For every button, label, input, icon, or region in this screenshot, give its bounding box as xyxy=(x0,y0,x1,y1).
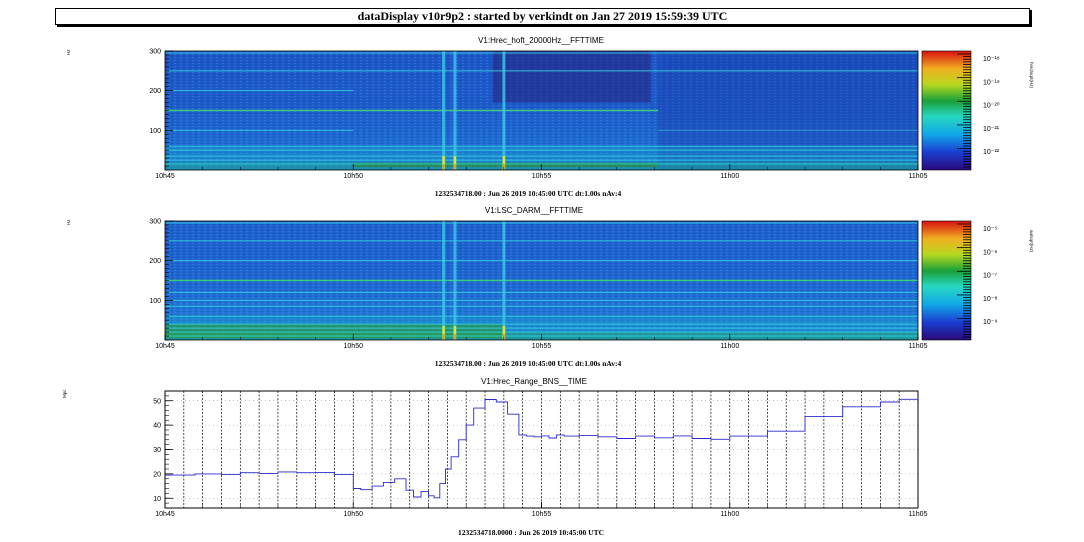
x-tick-label: 11h05 xyxy=(909,343,928,350)
glitch-event-core xyxy=(453,326,457,340)
x-tick-label: 10h45 xyxy=(155,343,175,350)
spectrogram-green-band xyxy=(353,162,659,167)
y-tick-label: 50 xyxy=(153,398,161,405)
colorbar-tick-label: 10⁻²¹ xyxy=(983,126,1000,133)
y-tick-label: 200 xyxy=(149,88,161,95)
colorbar-tick-label: 10⁻⁸ xyxy=(983,296,997,303)
colorbar-tick-label: 10⁻⁵ xyxy=(983,226,997,233)
hrec-y-unit: Hz xyxy=(66,49,71,55)
y-tick-label: 300 xyxy=(149,49,161,56)
darm-heatmap xyxy=(165,221,918,340)
glitch-event-hot xyxy=(454,334,456,340)
x-tick-label: 10h55 xyxy=(532,173,552,180)
darm-spectrogram-panel: V1:LSC_DARM__FFTTIME Hz 10⁻⁹ 10⁻⁸ 10⁻⁷ 10⁻⁶… xyxy=(66,206,1034,368)
x-tick-label: 10h55 xyxy=(532,343,552,350)
darm-y-unit: Hz xyxy=(66,219,71,225)
darm-axes: 100 200 300 10h45 10h50 10h55 11h00 11h05 xyxy=(149,219,927,351)
y-tick-label: 200 xyxy=(149,258,161,265)
darm-colorbar: 10⁻⁹ 10⁻⁸ 10⁻⁷ 10⁻⁶ 10⁻⁵ xyxy=(921,220,997,341)
y-tick-label: 40 xyxy=(153,423,161,430)
glitch-event-core xyxy=(502,326,506,340)
glitch-event xyxy=(442,221,446,340)
bns-range-trace xyxy=(165,398,919,499)
y-tick-label: 20 xyxy=(153,471,161,478)
y-tick-label: 100 xyxy=(149,298,161,305)
y-tick-label: 100 xyxy=(149,128,161,135)
x-tick-label: 11h00 xyxy=(720,343,739,350)
glitch-event-core xyxy=(442,156,445,170)
colorbar-gradient xyxy=(921,50,972,171)
x-tick-label: 10h55 xyxy=(532,511,552,518)
hrec-footer: 1232534718.00 : Jun 26 2019 10:45:00 UTC… xyxy=(435,189,622,198)
bns-footer: 1232534718.0000 : Jun 26 2019 10:45:00 U… xyxy=(458,528,604,537)
darm-z-unit: au/sqrt(Hz) xyxy=(1029,230,1034,253)
bns-range-title: V1:Hrec_Range_BNS__TIME xyxy=(481,377,587,386)
hrec-spectrogram-panel: V1:Hrec_hoft_20000Hz__FFTTIME Hz 10⁻²²10… xyxy=(66,36,1034,198)
bns-gridlines xyxy=(165,391,918,508)
colorbar-gradient xyxy=(921,220,972,341)
glitch-event-core xyxy=(442,326,445,340)
spectrogram-quiet-patch xyxy=(492,51,651,103)
glitch-event-hot xyxy=(442,164,445,170)
y-tick-label: 300 xyxy=(149,219,161,226)
colorbar-tick-label: 10⁻⁹ xyxy=(983,319,997,326)
colorbar-tick-label: 10⁻⁷ xyxy=(983,273,997,280)
x-tick-label: 10h50 xyxy=(344,343,364,350)
glitch-event xyxy=(502,51,506,170)
x-tick-label: 10h50 xyxy=(344,173,364,180)
x-tick-label: 10h45 xyxy=(155,173,175,180)
glitch-event-hot xyxy=(442,334,445,340)
x-tick-label: 11h05 xyxy=(909,173,928,180)
darm-spectrogram-title: V1:LSC_DARM__FFTTIME xyxy=(485,206,583,215)
y-tick-label: 10 xyxy=(153,496,161,503)
glitch-event xyxy=(453,51,457,170)
x-tick-label: 10h45 xyxy=(155,511,175,518)
hrec-axes: 100 200 300 10h45 10h50 10h55 11h00 11h05 xyxy=(149,49,927,181)
colorbar-tick-label: 10⁻¹⁹ xyxy=(983,79,1000,86)
y-tick-label: 30 xyxy=(153,447,161,454)
colorbar-tick-label: 10⁻⁶ xyxy=(983,249,997,256)
hrec-z-unit: hrec/sqrt(Hz) xyxy=(1029,62,1034,89)
bns-y-unit: Mpc xyxy=(62,389,67,398)
glitch-event-core xyxy=(502,156,506,170)
glitch-event-hot xyxy=(454,164,456,170)
bns-range-panel: V1:Hrec_Range_BNS__TIME Mpc 102030405010… xyxy=(62,377,928,537)
colorbar-tick-label: 10⁻²² xyxy=(983,149,1000,156)
x-tick-label: 11h05 xyxy=(909,511,928,518)
bns-axes: 10 20 30 40 50 10h45 10h50 10h55 11h00 11h05 xyxy=(153,390,928,518)
darm-footer: 1232534718.00 : Jun 26 2019 10:45:00 UTC… xyxy=(435,359,622,368)
colorbar-tick-label: 10⁻¹⁸ xyxy=(983,56,1000,63)
x-tick-label: 11h00 xyxy=(720,173,739,180)
hrec-colorbar: 10⁻²² 10⁻²¹ 10⁻²⁰ 10⁻¹⁹ 10⁻¹⁸ xyxy=(921,50,1000,171)
display-title: dataDisplay v10r9p2 : started by verkind… xyxy=(55,8,1030,25)
glitch-event xyxy=(502,221,506,340)
glitch-event xyxy=(453,221,457,340)
x-tick-label: 11h00 xyxy=(720,511,739,518)
hrec-spectrogram-title: V1:Hrec_hoft_20000Hz__FFTTIME xyxy=(478,36,604,45)
colorbar-tick-label: 10⁻²⁰ xyxy=(983,102,1000,110)
x-tick-label: 10h50 xyxy=(344,511,364,518)
hrec-heatmap xyxy=(165,51,918,170)
glitch-event-core xyxy=(453,156,457,170)
glitch-event xyxy=(442,51,446,170)
